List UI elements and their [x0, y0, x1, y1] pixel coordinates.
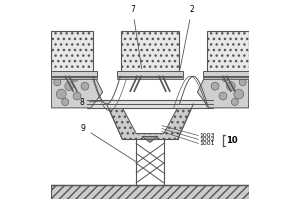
Bar: [207, 31, 249, 72]
Circle shape: [81, 82, 89, 90]
Circle shape: [65, 82, 74, 91]
Bar: [51, 71, 97, 76]
Text: 7: 7: [130, 5, 142, 69]
Circle shape: [72, 75, 78, 81]
Circle shape: [61, 98, 69, 106]
Text: 2: 2: [180, 5, 194, 69]
Polygon shape: [106, 104, 194, 139]
Bar: [203, 71, 249, 76]
Circle shape: [56, 89, 66, 99]
Bar: [51, 185, 249, 199]
Bar: [51, 31, 93, 72]
Text: 8: 8: [79, 98, 114, 107]
Bar: [122, 134, 178, 139]
Bar: [136, 136, 164, 185]
Bar: [203, 77, 249, 79]
Bar: [118, 77, 182, 79]
Text: 9: 9: [81, 124, 136, 162]
Polygon shape: [142, 136, 158, 142]
Bar: [118, 71, 182, 76]
Circle shape: [239, 79, 246, 86]
Polygon shape: [197, 76, 249, 108]
Circle shape: [226, 82, 235, 91]
Circle shape: [222, 75, 228, 81]
Text: 1003: 1003: [199, 133, 215, 138]
Text: 1002: 1002: [199, 137, 215, 142]
Bar: [87, 100, 213, 108]
Circle shape: [54, 79, 61, 86]
Polygon shape: [51, 76, 103, 108]
Bar: [51, 77, 97, 79]
Circle shape: [234, 89, 244, 99]
Bar: [122, 31, 178, 72]
Circle shape: [219, 92, 227, 100]
Circle shape: [211, 82, 219, 90]
Text: 10: 10: [226, 136, 238, 145]
Circle shape: [231, 98, 239, 106]
Text: 1001: 1001: [199, 141, 215, 146]
Circle shape: [73, 92, 81, 100]
